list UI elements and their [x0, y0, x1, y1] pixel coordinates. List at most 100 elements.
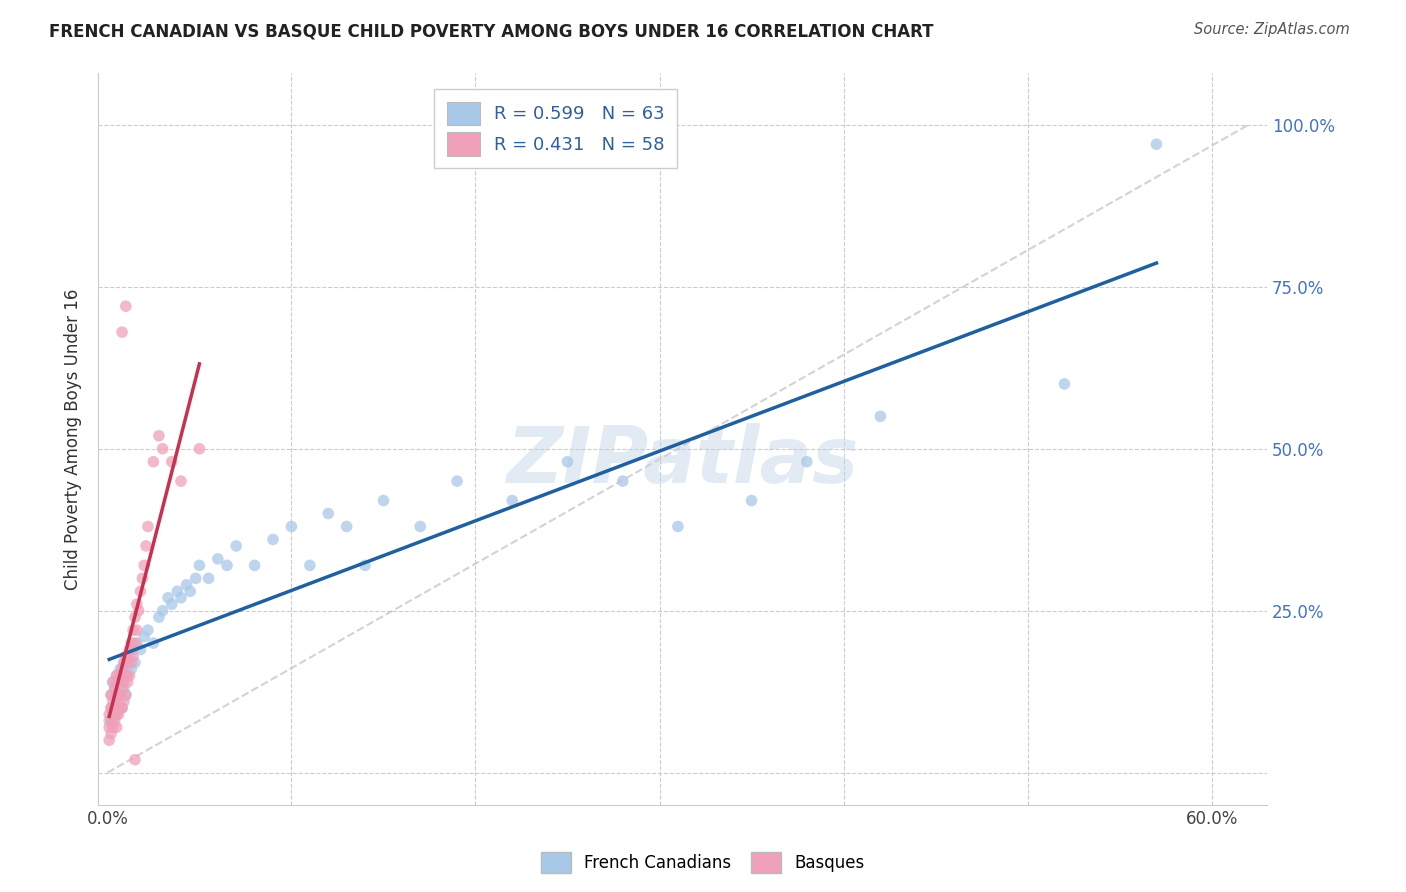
- Point: [373, 493, 395, 508]
- Point: [118, 649, 141, 664]
- Point: [114, 649, 136, 664]
- Point: [101, 675, 124, 690]
- Point: [120, 662, 142, 676]
- Point: [796, 455, 818, 469]
- Point: [98, 733, 121, 747]
- Point: [105, 720, 128, 734]
- Point: [129, 584, 152, 599]
- Point: [114, 688, 136, 702]
- Point: [112, 694, 135, 708]
- Point: [125, 636, 148, 650]
- Point: [100, 714, 122, 728]
- Point: [101, 720, 124, 734]
- Point: [131, 571, 153, 585]
- Point: [111, 675, 134, 690]
- Point: [105, 688, 128, 702]
- Point: [316, 507, 339, 521]
- Point: [107, 694, 129, 708]
- Point: [142, 455, 165, 469]
- Point: [120, 656, 142, 670]
- Point: [336, 519, 359, 533]
- Point: [111, 701, 134, 715]
- Point: [134, 558, 156, 573]
- Point: [128, 604, 150, 618]
- Point: [122, 642, 145, 657]
- Point: [148, 610, 170, 624]
- Point: [501, 493, 523, 508]
- Point: [107, 701, 129, 715]
- Point: [152, 604, 174, 618]
- Point: [98, 714, 121, 728]
- Point: [112, 656, 135, 670]
- Point: [869, 409, 891, 424]
- Point: [101, 694, 124, 708]
- Text: ZIPatlas: ZIPatlas: [506, 423, 859, 499]
- Point: [110, 701, 132, 715]
- Point: [105, 707, 128, 722]
- Point: [188, 442, 211, 456]
- Point: [136, 623, 159, 637]
- Point: [110, 688, 132, 702]
- Point: [160, 455, 183, 469]
- Point: [135, 539, 157, 553]
- Point: [100, 688, 122, 702]
- Point: [100, 701, 122, 715]
- Point: [104, 701, 127, 715]
- Point: [157, 591, 180, 605]
- Point: [107, 707, 129, 722]
- Point: [184, 571, 207, 585]
- Point: [215, 558, 238, 573]
- Point: [105, 688, 128, 702]
- Point: [166, 584, 188, 599]
- Point: [188, 558, 211, 573]
- Point: [409, 519, 432, 533]
- Point: [741, 493, 763, 508]
- Point: [100, 701, 122, 715]
- Point: [110, 668, 132, 682]
- Point: [118, 668, 141, 682]
- Point: [176, 578, 198, 592]
- Point: [111, 325, 134, 339]
- Point: [207, 552, 229, 566]
- Point: [101, 707, 124, 722]
- Point: [124, 610, 146, 624]
- Point: [107, 675, 129, 690]
- Text: FRENCH CANADIAN VS BASQUE CHILD POVERTY AMONG BOYS UNDER 16 CORRELATION CHART: FRENCH CANADIAN VS BASQUE CHILD POVERTY …: [49, 22, 934, 40]
- Point: [112, 681, 135, 696]
- Point: [142, 636, 165, 650]
- Y-axis label: Child Poverty Among Boys Under 16: Child Poverty Among Boys Under 16: [65, 288, 82, 590]
- Point: [124, 753, 146, 767]
- Point: [104, 681, 127, 696]
- Point: [110, 688, 132, 702]
- Point: [298, 558, 321, 573]
- Point: [114, 662, 136, 676]
- Point: [112, 675, 135, 690]
- Point: [124, 636, 146, 650]
- Legend: French Canadians, Basques: French Canadians, Basques: [534, 846, 872, 880]
- Point: [110, 662, 132, 676]
- Point: [1146, 137, 1168, 152]
- Point: [125, 623, 148, 637]
- Point: [122, 649, 145, 664]
- Point: [179, 584, 201, 599]
- Point: [105, 668, 128, 682]
- Point: [98, 707, 121, 722]
- Point: [170, 474, 193, 488]
- Point: [101, 714, 124, 728]
- Point: [125, 597, 148, 611]
- Point: [197, 571, 219, 585]
- Point: [111, 701, 134, 715]
- Point: [107, 675, 129, 690]
- Point: [148, 429, 170, 443]
- Point: [114, 668, 136, 682]
- Point: [100, 727, 122, 741]
- Point: [129, 642, 152, 657]
- Text: Source: ZipAtlas.com: Source: ZipAtlas.com: [1194, 22, 1350, 37]
- Point: [114, 299, 136, 313]
- Point: [612, 474, 634, 488]
- Point: [105, 707, 128, 722]
- Point: [114, 688, 136, 702]
- Point: [104, 681, 127, 696]
- Point: [98, 720, 121, 734]
- Point: [112, 656, 135, 670]
